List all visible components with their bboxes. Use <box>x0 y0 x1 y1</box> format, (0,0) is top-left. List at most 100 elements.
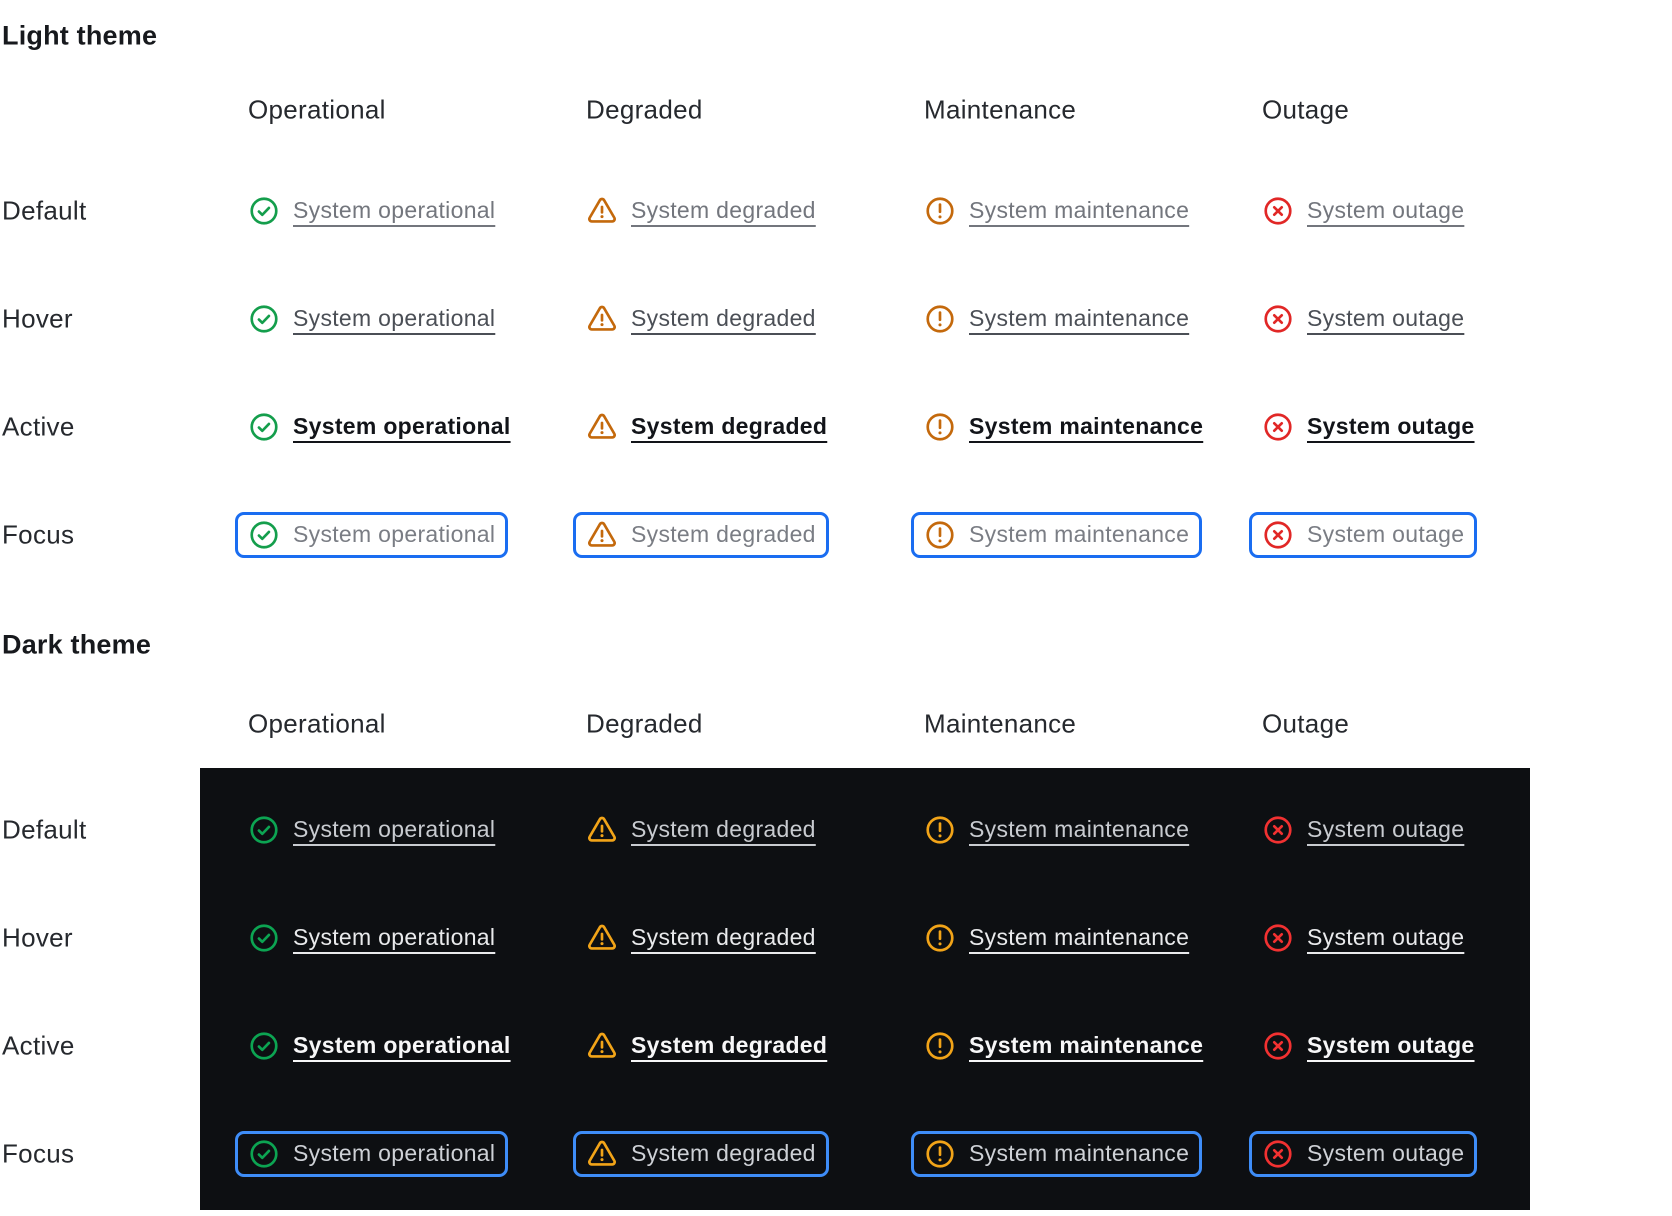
status-link-label: System maintenance <box>969 196 1190 223</box>
column-header-maintenance-dark: Maintenance <box>924 708 1077 739</box>
alert-circle-icon <box>926 816 954 844</box>
alert-circle-icon <box>926 521 954 549</box>
status-link-degraded-default-light[interactable]: System degraded <box>586 195 816 227</box>
status-link-outage-hover-dark[interactable]: System outage <box>1262 922 1464 954</box>
status-link-label: System operational <box>293 923 496 950</box>
status-link-label: System degraded <box>631 1031 828 1058</box>
status-link-outage-hover-light[interactable]: System outage <box>1262 303 1464 335</box>
status-link-maintenance-active-light[interactable]: System maintenance <box>924 411 1203 443</box>
status-link-degraded-hover-dark[interactable]: System degraded <box>586 922 816 954</box>
status-link-outage-focus-dark[interactable]: System outage <box>1249 1131 1478 1177</box>
status-link-operational-active-dark[interactable]: System operational <box>248 1030 511 1062</box>
status-link-maintenance-hover-dark[interactable]: System maintenance <box>924 922 1189 954</box>
alert-circle-icon <box>926 924 954 952</box>
alert-circle-icon <box>926 1140 954 1168</box>
status-link-degraded-default-dark[interactable]: System degraded <box>586 814 816 846</box>
warning-triangle-icon <box>588 305 616 331</box>
status-link-label: System maintenance <box>969 923 1190 950</box>
status-link-label: System operational <box>293 196 496 223</box>
check-circle-icon <box>250 305 278 333</box>
alert-circle-icon <box>926 1032 954 1060</box>
row-label-hover-dark: Hover <box>2 922 73 953</box>
dark-theme-panel <box>200 768 1530 1210</box>
status-link-label: System degraded <box>631 196 816 223</box>
check-circle-icon <box>250 1032 278 1060</box>
row-label-focus-light: Focus <box>2 519 75 550</box>
check-circle-icon <box>250 816 278 844</box>
column-header-operational-dark: Operational <box>248 708 386 739</box>
status-link-outage-active-dark[interactable]: System outage <box>1262 1030 1475 1062</box>
x-circle-icon <box>1264 413 1292 441</box>
row-label-active-light: Active <box>2 411 75 442</box>
status-link-degraded-focus-dark[interactable]: System degraded <box>573 1131 829 1177</box>
row-label-focus-dark: Focus <box>2 1138 75 1169</box>
status-link-label: System operational <box>293 1031 511 1058</box>
section-title-dark: Dark theme <box>2 629 152 660</box>
status-link-operational-hover-dark[interactable]: System operational <box>248 922 495 954</box>
status-link-outage-default-light[interactable]: System outage <box>1262 195 1464 227</box>
status-link-label: System outage <box>1307 304 1465 331</box>
status-link-outage-active-light[interactable]: System outage <box>1262 411 1475 443</box>
status-link-outage-focus-light[interactable]: System outage <box>1249 512 1478 558</box>
status-link-label: System operational <box>293 815 496 842</box>
status-link-maintenance-focus-light[interactable]: System maintenance <box>911 512 1203 558</box>
column-header-degraded-dark: Degraded <box>586 708 703 739</box>
alert-circle-icon <box>926 413 954 441</box>
x-circle-icon <box>1264 305 1292 333</box>
warning-triangle-icon <box>588 413 616 439</box>
row-label-default-light: Default <box>2 195 87 226</box>
check-circle-icon <box>250 924 278 952</box>
status-link-label: System maintenance <box>969 412 1204 439</box>
status-link-maintenance-active-dark[interactable]: System maintenance <box>924 1030 1203 1062</box>
x-circle-icon <box>1264 1140 1292 1168</box>
warning-triangle-icon <box>588 197 616 223</box>
row-label-active-dark: Active <box>2 1030 75 1061</box>
column-header-degraded-light: Degraded <box>586 94 703 125</box>
status-link-label: System outage <box>1307 815 1465 842</box>
row-label-hover-light: Hover <box>2 303 73 334</box>
status-link-operational-hover-light[interactable]: System operational <box>248 303 495 335</box>
column-header-operational-light: Operational <box>248 94 386 125</box>
status-link-degraded-active-light[interactable]: System degraded <box>586 411 827 443</box>
status-link-label: System maintenance <box>969 520 1190 547</box>
warning-triangle-icon <box>588 1032 616 1058</box>
status-link-degraded-focus-light[interactable]: System degraded <box>573 512 829 558</box>
column-header-outage-light: Outage <box>1262 94 1350 125</box>
warning-triangle-icon <box>588 924 616 950</box>
status-link-label: System degraded <box>631 815 816 842</box>
status-link-degraded-active-dark[interactable]: System degraded <box>586 1030 827 1062</box>
status-link-label: System maintenance <box>969 304 1190 331</box>
status-link-label: System outage <box>1307 412 1475 439</box>
status-link-maintenance-hover-light[interactable]: System maintenance <box>924 303 1189 335</box>
x-circle-icon <box>1264 924 1292 952</box>
check-circle-icon <box>250 197 278 225</box>
status-link-operational-default-light[interactable]: System operational <box>248 195 495 227</box>
column-header-outage-dark: Outage <box>1262 708 1350 739</box>
status-link-operational-default-dark[interactable]: System operational <box>248 814 495 846</box>
status-link-label: System degraded <box>631 520 816 547</box>
x-circle-icon <box>1264 816 1292 844</box>
status-link-operational-active-light[interactable]: System operational <box>248 411 511 443</box>
alert-circle-icon <box>926 197 954 225</box>
status-link-label: System maintenance <box>969 1031 1204 1058</box>
warning-triangle-icon <box>588 816 616 842</box>
status-link-degraded-hover-light[interactable]: System degraded <box>586 303 816 335</box>
status-link-operational-focus-light[interactable]: System operational <box>235 512 509 558</box>
check-circle-icon <box>250 413 278 441</box>
status-link-label: System maintenance <box>969 1139 1190 1166</box>
x-circle-icon <box>1264 197 1292 225</box>
status-link-maintenance-default-dark[interactable]: System maintenance <box>924 814 1189 846</box>
status-link-label: System operational <box>293 412 511 439</box>
status-link-label: System outage <box>1307 1139 1465 1166</box>
status-link-label: System operational <box>293 520 496 547</box>
status-link-outage-default-dark[interactable]: System outage <box>1262 814 1464 846</box>
status-link-label: System outage <box>1307 196 1465 223</box>
status-link-maintenance-default-light[interactable]: System maintenance <box>924 195 1189 227</box>
status-link-maintenance-focus-dark[interactable]: System maintenance <box>911 1131 1203 1177</box>
status-link-label: System outage <box>1307 1031 1475 1058</box>
status-link-operational-focus-dark[interactable]: System operational <box>235 1131 509 1177</box>
status-link-label: System operational <box>293 1139 496 1166</box>
row-label-default-dark: Default <box>2 814 87 845</box>
status-link-label: System degraded <box>631 412 828 439</box>
